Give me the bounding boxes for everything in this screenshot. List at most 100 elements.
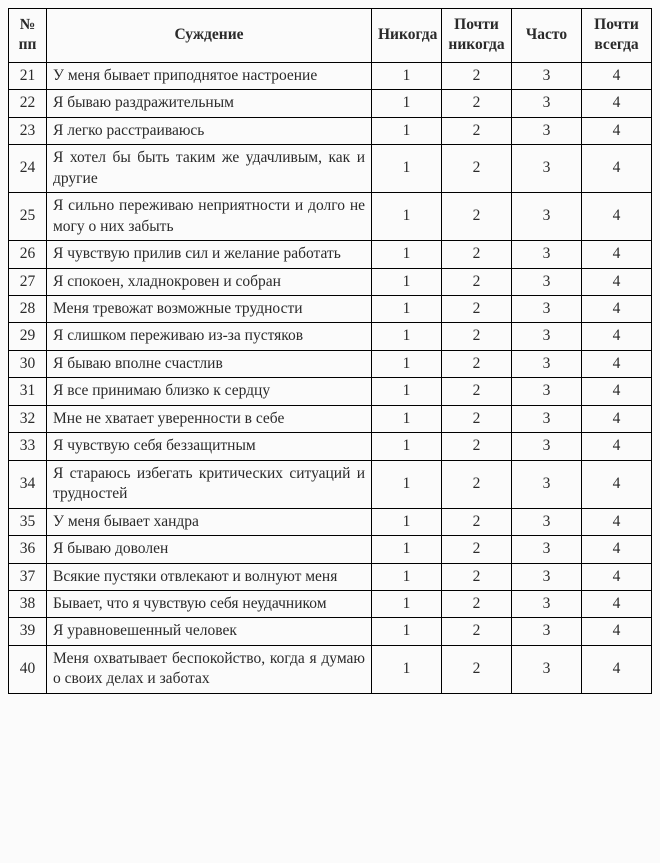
row-option: 4: [582, 117, 652, 144]
row-option: 4: [582, 590, 652, 617]
row-option: 4: [582, 405, 652, 432]
row-option: 1: [372, 268, 442, 295]
row-option: 3: [512, 563, 582, 590]
row-number: 31: [9, 378, 47, 405]
row-option: 1: [372, 378, 442, 405]
table-row: 26Я чувствую прилив сил и желание работа…: [9, 241, 652, 268]
table-row: 28Меня тревожат возможные трудности1234: [9, 295, 652, 322]
row-option: 3: [512, 295, 582, 322]
row-option: 4: [582, 241, 652, 268]
row-option: 4: [582, 645, 652, 693]
row-option: 3: [512, 590, 582, 617]
row-option: 2: [442, 433, 512, 460]
col-header-number: № пп: [9, 9, 47, 63]
table-row: 33Я чувствую себя беззащитным1234: [9, 433, 652, 460]
row-statement: Я бываю доволен: [47, 536, 372, 563]
row-statement: Меня тревожат возможные трудности: [47, 295, 372, 322]
row-option: 2: [442, 405, 512, 432]
row-number: 25: [9, 193, 47, 241]
row-number: 26: [9, 241, 47, 268]
row-number: 21: [9, 62, 47, 89]
row-option: 3: [512, 145, 582, 193]
row-option: 1: [372, 323, 442, 350]
row-number: 30: [9, 350, 47, 377]
row-option: 2: [442, 193, 512, 241]
table-row: 38Бывает, что я чувствую себя неудачнико…: [9, 590, 652, 617]
row-statement: Я стараюсь избегать критических ситуаций…: [47, 460, 372, 508]
row-option: 4: [582, 62, 652, 89]
row-option: 4: [582, 193, 652, 241]
table-row: 24Я хотел бы быть таким же удачливым, ка…: [9, 145, 652, 193]
row-option: 1: [372, 241, 442, 268]
row-option: 4: [582, 295, 652, 322]
row-option: 3: [512, 268, 582, 295]
row-option: 4: [582, 433, 652, 460]
row-number: 36: [9, 536, 47, 563]
row-statement: Бывает, что я чувствую себя неудачником: [47, 590, 372, 617]
row-option: 4: [582, 536, 652, 563]
table-row: 30Я бываю вполне счастлив1234: [9, 350, 652, 377]
row-option: 3: [512, 62, 582, 89]
row-option: 1: [372, 590, 442, 617]
table-row: 31Я все принимаю близко к сердцу1234: [9, 378, 652, 405]
table-row: 37Всякие пустяки отвлекают и волнуют мен…: [9, 563, 652, 590]
row-option: 4: [582, 618, 652, 645]
row-number: 23: [9, 117, 47, 144]
row-option: 3: [512, 193, 582, 241]
row-number: 39: [9, 618, 47, 645]
row-number: 35: [9, 508, 47, 535]
row-option: 4: [582, 145, 652, 193]
row-option: 3: [512, 618, 582, 645]
row-option: 2: [442, 295, 512, 322]
col-header-almost-never: Почти никогда: [442, 9, 512, 63]
col-header-often: Часто: [512, 9, 582, 63]
row-statement: У меня бывает хандра: [47, 508, 372, 535]
row-statement: У меня бывает приподнятое настроение: [47, 62, 372, 89]
row-option: 1: [372, 350, 442, 377]
row-option: 1: [372, 508, 442, 535]
row-option: 1: [372, 536, 442, 563]
table-row: 21У меня бывает приподнятое настроение12…: [9, 62, 652, 89]
row-option: 1: [372, 117, 442, 144]
table-row: 22Я бываю раздражительным1234: [9, 90, 652, 117]
table-row: 23Я легко расстраиваюсь1234: [9, 117, 652, 144]
row-option: 2: [442, 460, 512, 508]
row-option: 2: [442, 268, 512, 295]
row-number: 32: [9, 405, 47, 432]
row-option: 4: [582, 90, 652, 117]
row-statement: Я чувствую себя беззащитным: [47, 433, 372, 460]
row-option: 1: [372, 460, 442, 508]
row-option: 3: [512, 241, 582, 268]
row-number: 34: [9, 460, 47, 508]
row-statement: Я легко расстраиваюсь: [47, 117, 372, 144]
row-option: 2: [442, 590, 512, 617]
questionnaire-table: № пп Суждение Никогда Почти никогда Част…: [8, 8, 652, 694]
row-option: 3: [512, 117, 582, 144]
row-statement: Я бываю раздражительным: [47, 90, 372, 117]
row-option: 1: [372, 145, 442, 193]
row-number: 24: [9, 145, 47, 193]
table-row: 36Я бываю доволен1234: [9, 536, 652, 563]
table-row: 35У меня бывает хандра1234: [9, 508, 652, 535]
row-statement: Меня охватывает беспокойство, когда я ду…: [47, 645, 372, 693]
row-option: 1: [372, 433, 442, 460]
row-option: 4: [582, 508, 652, 535]
row-statement: Я слишком переживаю из-за пустяков: [47, 323, 372, 350]
row-option: 3: [512, 90, 582, 117]
row-option: 1: [372, 295, 442, 322]
table-row: 25Я сильно переживаю неприятности и долг…: [9, 193, 652, 241]
row-statement: Я все принимаю близко к сердцу: [47, 378, 372, 405]
table-header-row: № пп Суждение Никогда Почти никогда Част…: [9, 9, 652, 63]
row-option: 3: [512, 433, 582, 460]
row-number: 28: [9, 295, 47, 322]
row-number: 40: [9, 645, 47, 693]
row-option: 1: [372, 618, 442, 645]
row-statement: Я спокоен, хладнокровен и собран: [47, 268, 372, 295]
row-option: 1: [372, 645, 442, 693]
table-body: 21У меня бывает приподнятое настроение12…: [9, 62, 652, 693]
row-option: 2: [442, 618, 512, 645]
row-option: 2: [442, 563, 512, 590]
row-option: 4: [582, 350, 652, 377]
row-option: 2: [442, 645, 512, 693]
row-option: 3: [512, 350, 582, 377]
